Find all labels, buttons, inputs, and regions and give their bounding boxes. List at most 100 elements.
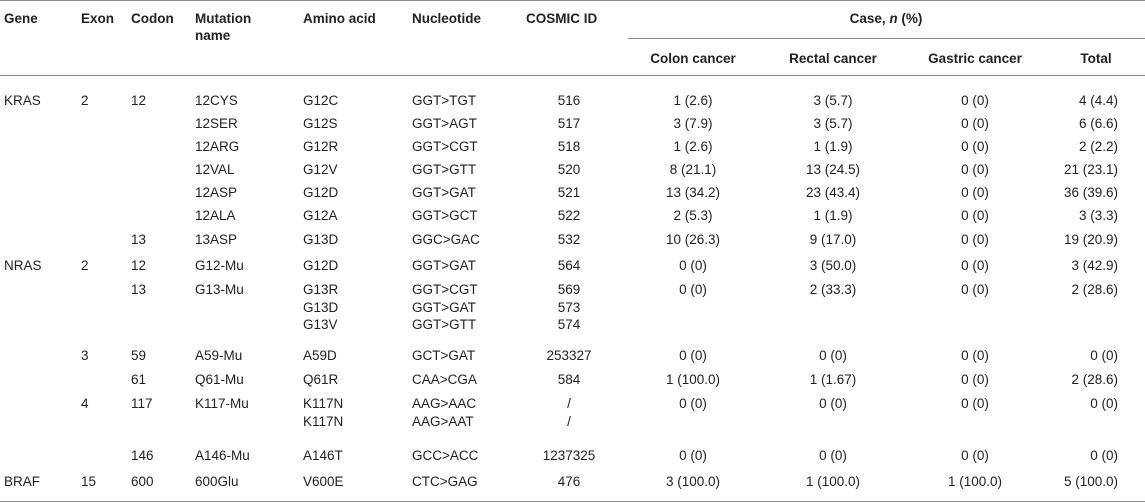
header-exon: Exon <box>81 11 115 26</box>
cell-total: 3 (3.3) <box>1078 208 1118 223</box>
cell-gastric-cancer: 0 (0) <box>961 162 989 177</box>
header-codon: Codon <box>131 11 174 26</box>
cell-nucleotide: GGT>GCT <box>412 208 478 223</box>
cell-exon: 4 <box>81 396 89 411</box>
cell-colon-cancer: 0 (0) <box>679 396 707 411</box>
cell-gastric-cancer: 0 (0) <box>961 185 989 200</box>
cell-nucleotide: GGT>CGT <box>412 139 478 154</box>
cell-total: 19 (20.9) <box>1063 232 1118 247</box>
header-total: Total <box>1080 51 1112 66</box>
cell-gastric-cancer: 0 (0) <box>961 93 989 108</box>
cell-gastric-cancer: 0 (0) <box>961 116 989 131</box>
cell-amino-acid: G13D <box>303 299 339 315</box>
cell-codon: 13 <box>131 282 147 297</box>
cell-mutation-name: 12CYS <box>195 93 238 108</box>
cell-amino-acid: G12S <box>303 116 338 131</box>
cell-gene: BRAF <box>4 474 41 489</box>
cell-colon-cancer: 0 (0) <box>679 348 707 363</box>
cell-amino-acid: V600E <box>303 474 344 489</box>
header-gastric-cancer: Gastric cancer <box>928 51 1022 66</box>
header-mutation-line2: name <box>195 28 231 43</box>
cell-nucleotide: GCC>ACC <box>412 448 479 463</box>
cell-cosmic-id: 517 <box>557 116 581 131</box>
cell-total: 0 (0) <box>1090 396 1118 411</box>
cell-cosmic-id: 518 <box>557 139 581 154</box>
cell-rectal-cancer: 2 (33.3) <box>809 282 857 297</box>
header-case-group: Case, n (%) <box>850 11 923 26</box>
cell-gastric-cancer: 0 (0) <box>961 139 989 154</box>
header-rule <box>0 75 1145 76</box>
cell-colon-cancer: 0 (0) <box>679 282 707 297</box>
cell-mutation-name: 12VAL <box>195 162 235 177</box>
cell-codon: 12 <box>131 258 147 273</box>
cell-cosmic-id: 522 <box>557 208 581 223</box>
cell-amino-acid: G12C <box>303 93 339 108</box>
cell-gene: KRAS <box>4 93 41 108</box>
cell-codon: 59 <box>131 348 147 363</box>
cell-gastric-cancer: 0 (0) <box>961 396 989 411</box>
cell-rectal-cancer: 1 (1.67) <box>809 372 857 387</box>
cell-colon-cancer: 1 (2.6) <box>673 139 713 154</box>
cell-mutation-name: G12-Mu <box>195 258 244 273</box>
cell-rectal-cancer: 0 (0) <box>819 448 847 463</box>
cell-rectal-cancer: 3 (5.7) <box>813 116 853 131</box>
cell-exon: 2 <box>81 93 89 108</box>
cell-rectal-cancer: 23 (43.4) <box>805 185 861 200</box>
cell-gastric-cancer: 0 (0) <box>961 208 989 223</box>
cell-cosmic-id: 520 <box>557 162 581 177</box>
cell-amino-acid: A146T <box>303 448 343 463</box>
cell-nucleotide: AAG>AAT <box>412 413 474 429</box>
cell-gastric-cancer: 0 (0) <box>961 348 989 363</box>
cell-amino-acid: A59D <box>303 348 337 363</box>
cell-mutation-name: K117-Mu <box>195 396 249 411</box>
cell-amino-acid: G12D <box>303 258 339 273</box>
cell-total: 0 (0) <box>1090 348 1118 363</box>
case-group-rule <box>628 38 1145 39</box>
cell-nucleotide: GGT>TGT <box>412 93 477 108</box>
cell-amino-acid: G13D <box>303 232 339 247</box>
cell-nucleotide: GGT>GAT <box>412 299 476 315</box>
cell-gastric-cancer: 0 (0) <box>961 448 989 463</box>
cell-exon: 2 <box>81 258 89 273</box>
cell-colon-cancer: 0 (0) <box>679 448 707 463</box>
cell-colon-cancer: 8 (21.1) <box>669 162 717 177</box>
cell-cosmic-id: 476 <box>557 474 581 489</box>
header-colon-cancer: Colon cancer <box>650 51 736 66</box>
cell-nucleotide: GGT>GAT <box>412 258 476 273</box>
header-amino-acid: Amino acid <box>303 11 376 26</box>
cell-amino-acid: G12A <box>303 208 338 223</box>
cell-cosmic-id: 584 <box>557 372 581 387</box>
cell-colon-cancer: 0 (0) <box>679 258 707 273</box>
top-rule <box>0 0 1145 1</box>
cell-colon-cancer: 10 (26.3) <box>665 232 721 247</box>
cell-total: 2 (28.6) <box>1071 282 1118 297</box>
cell-nucleotide: CTC>GAG <box>412 474 478 489</box>
cell-total: 4 (4.4) <box>1078 93 1118 108</box>
cell-nucleotide: GGT>GAT <box>412 185 476 200</box>
cell-nucleotide: GGT>AGT <box>412 116 477 131</box>
cell-rectal-cancer: 3 (5.7) <box>813 93 853 108</box>
cell-amino-acid: G12R <box>303 139 339 154</box>
cell-codon: 146 <box>131 448 154 463</box>
cell-mutation-name: 12ARG <box>195 139 240 154</box>
cell-mutation-name: A59-Mu <box>195 348 243 363</box>
cell-rectal-cancer: 3 (50.0) <box>809 258 857 273</box>
cell-colon-cancer: 3 (7.9) <box>673 116 713 131</box>
cell-cosmic-id: 574 <box>557 317 581 332</box>
cell-nucleotide: CAA>CGA <box>412 372 477 387</box>
header-case-prefix: Case, <box>849 11 890 26</box>
cell-gene: NRAS <box>4 258 42 273</box>
cell-gastric-cancer: 0 (0) <box>961 282 989 297</box>
cell-codon: 61 <box>131 372 147 387</box>
cell-colon-cancer: 3 (100.0) <box>665 474 721 489</box>
cell-cosmic-id: 573 <box>557 299 581 315</box>
header-cosmic-id: COSMIC ID <box>526 11 598 26</box>
cell-exon: 3 <box>81 348 89 363</box>
cell-rectal-cancer: 0 (0) <box>819 396 847 411</box>
header-case-suffix: (%) <box>897 11 923 26</box>
cell-cosmic-id: 569 <box>557 282 581 297</box>
cell-colon-cancer: 1 (100.0) <box>665 372 721 387</box>
cell-total: 2 (2.2) <box>1078 139 1118 154</box>
cell-exon: 15 <box>81 474 97 489</box>
